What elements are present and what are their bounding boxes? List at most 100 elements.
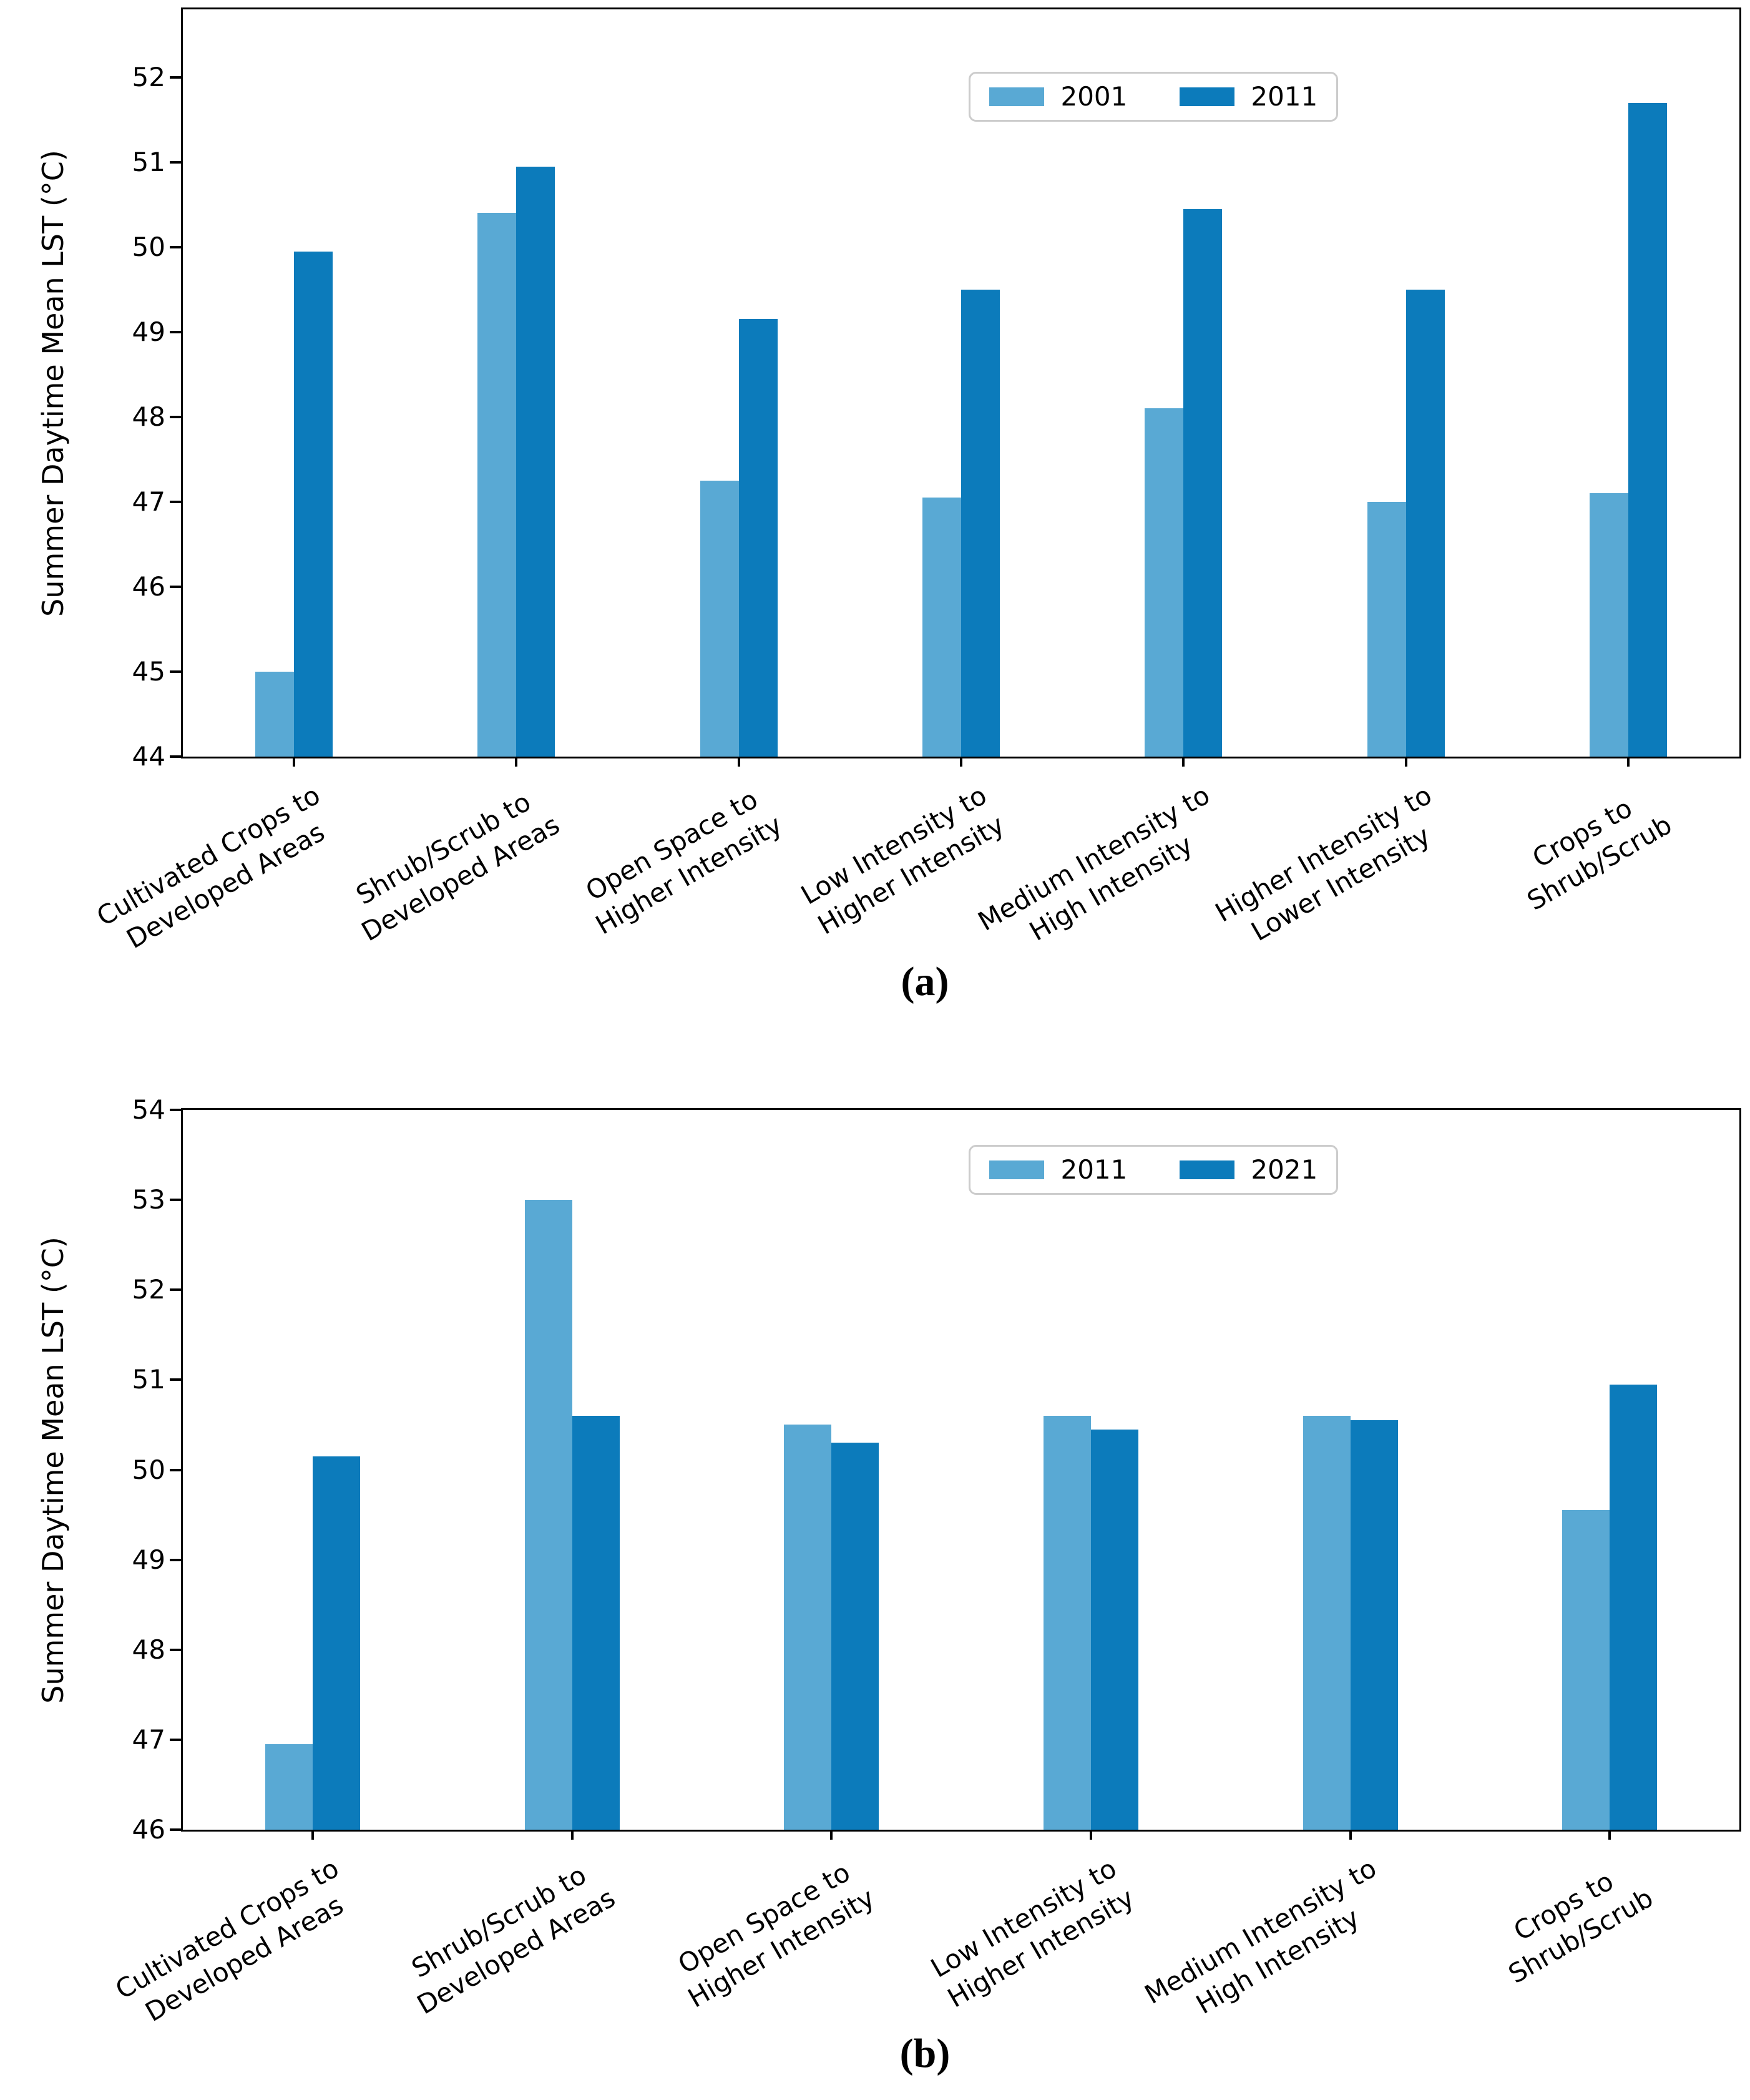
y-tick-mark <box>170 1648 181 1651</box>
bar-2001-group6 <box>1367 501 1406 757</box>
x-tick-mark <box>311 1830 314 1840</box>
y-tick-mark <box>170 330 181 333</box>
legend-swatch-2021 <box>1180 1160 1235 1179</box>
legend: 2001 2011 <box>969 72 1339 122</box>
bar-2021-group5 <box>1350 1420 1398 1830</box>
bar-2011-group7 <box>1628 102 1667 757</box>
y-tick-mark <box>170 585 181 588</box>
x-tick-mark <box>960 757 962 767</box>
legend-item-2001: 2001 <box>989 84 1127 110</box>
y-tick-label: 46 <box>132 571 165 602</box>
plot-area: 2011 2021 46 47 48 49 50 51 52 53 54 Cultivated C… <box>110 1097 1741 2028</box>
x-tick-label-text: Higher Intensity to Lower Intensity <box>1210 779 1437 948</box>
bar-2011-group3 <box>784 1425 832 1830</box>
bar-2011-group5 <box>1183 209 1223 757</box>
y-tick-label: 48 <box>132 401 165 432</box>
y-tick-mark <box>170 500 181 503</box>
panel-caption-a: (a) <box>901 959 949 1004</box>
bar-2011-group2 <box>524 1200 572 1830</box>
y-tick-label: 50 <box>132 231 165 262</box>
legend-label-2011: 2011 <box>1251 81 1318 112</box>
bar-2021-group6 <box>1610 1384 1658 1830</box>
y-tick-label: 52 <box>132 61 165 92</box>
bar-2001-group4 <box>922 498 961 757</box>
legend-swatch-2001 <box>989 87 1045 106</box>
x-tick-mark <box>830 1830 833 1840</box>
y-tick-mark <box>170 245 181 248</box>
y-tick-mark <box>170 1558 181 1561</box>
y-tick-label: 53 <box>132 1184 165 1215</box>
y-tick-label: 49 <box>132 316 165 347</box>
bar-2001-group5 <box>1145 408 1184 757</box>
y-tick-label: 45 <box>132 655 165 687</box>
y-tick-mark <box>170 1378 181 1381</box>
x-tick-label-text: Open Space to Higher Intensity <box>580 783 788 941</box>
y-tick-label: 51 <box>132 146 165 177</box>
y-tick-mark <box>170 76 181 79</box>
y-tick-mark <box>170 1288 181 1292</box>
y-tick-label: 47 <box>132 486 165 517</box>
y-tick-label: 54 <box>132 1094 165 1125</box>
y-tick-label: 47 <box>132 1724 165 1755</box>
y-tick-label: 46 <box>132 1814 165 1845</box>
bar-2011-group1 <box>265 1744 313 1830</box>
x-tick-mark <box>570 1830 574 1840</box>
bar-2011-group5 <box>1303 1416 1351 1830</box>
x-tick-label-text: Shrub/Scrub to Developed Areas <box>406 1859 621 2021</box>
bar-2021-group1 <box>312 1456 360 1830</box>
bar-2011-group2 <box>516 166 555 757</box>
legend-item-2021: 2021 <box>1180 1157 1317 1183</box>
y-tick-mark <box>170 1738 181 1741</box>
bar-2011-group4 <box>1043 1416 1091 1830</box>
legend-label-2021: 2021 <box>1251 1154 1318 1185</box>
x-tick-mark <box>1089 1830 1092 1840</box>
y-tick-mark <box>170 415 181 418</box>
bar-2001-group2 <box>477 213 517 757</box>
bar-2021-group4 <box>1090 1429 1138 1830</box>
bar-2011-group4 <box>961 289 1000 757</box>
x-tick-label-text: Medium Intensity to High Intensity <box>972 779 1215 948</box>
y-tick-label: 51 <box>132 1364 165 1395</box>
x-tick-mark <box>1349 1830 1352 1840</box>
x-tick-label-text: Crops to Shrub/Scrub <box>1522 792 1677 917</box>
x-tick-label-text: Cultivated Crops to Developed Areas <box>91 779 330 955</box>
legend-item-2011: 2011 <box>989 1157 1127 1183</box>
y-axis-label: Summer Daytime Mean LST (°C) <box>36 1236 70 1704</box>
x-tick-label-text: Low Intensity to Higher Intensity <box>926 1852 1140 2014</box>
x-tick-mark <box>1404 757 1407 767</box>
bar-2001-group3 <box>700 480 739 757</box>
y-tick-label: 44 <box>132 741 165 772</box>
y-tick-mark <box>170 1109 181 1111</box>
y-tick-mark <box>170 160 181 164</box>
y-axis-label: Summer Daytime Mean LST (°C) <box>36 149 70 617</box>
panel-caption-b: (b) <box>899 2031 951 2076</box>
plot-area: 2001 2011 44 45 46 47 48 49 50 51 52 Cultivated C… <box>92 7 1741 954</box>
legend-item-2011: 2011 <box>1180 84 1317 110</box>
x-tick-label-text: Medium Intensity to High Intensity <box>1139 1852 1382 2021</box>
y-tick-label: 48 <box>132 1634 165 1665</box>
y-tick-mark <box>170 1199 181 1202</box>
bar-2001-group7 <box>1589 493 1628 757</box>
legend-swatch-2011 <box>989 1160 1045 1179</box>
legend-label-2011: 2011 <box>1060 1154 1128 1185</box>
y-tick-mark <box>170 755 181 758</box>
legend-swatch-2011 <box>1180 87 1235 106</box>
y-tick-mark <box>170 670 181 673</box>
y-tick-label: 52 <box>132 1274 165 1305</box>
legend: 2011 2021 <box>969 1145 1339 1195</box>
y-tick-mark <box>170 1468 181 1471</box>
x-tick-label-text: Cultivated Crops to Developed Areas <box>110 1852 349 2028</box>
bar-2011-group3 <box>738 319 778 757</box>
y-tick-label: 49 <box>132 1544 165 1575</box>
legend-label-2001: 2001 <box>1060 81 1128 112</box>
x-tick-mark <box>1608 1830 1611 1840</box>
bar-2001-group1 <box>255 671 295 757</box>
x-tick-label-text: Crops to Shrub/Scrub <box>1503 1865 1658 1990</box>
x-tick-mark <box>1626 757 1630 767</box>
bar-2011-group1 <box>294 251 333 757</box>
x-tick-mark <box>515 757 518 767</box>
y-tick-label: 50 <box>132 1454 165 1485</box>
bar-2021-group2 <box>572 1416 620 1830</box>
x-tick-mark <box>293 757 296 767</box>
x-tick-label-text: Open Space to Higher Intensity <box>673 1857 880 2014</box>
